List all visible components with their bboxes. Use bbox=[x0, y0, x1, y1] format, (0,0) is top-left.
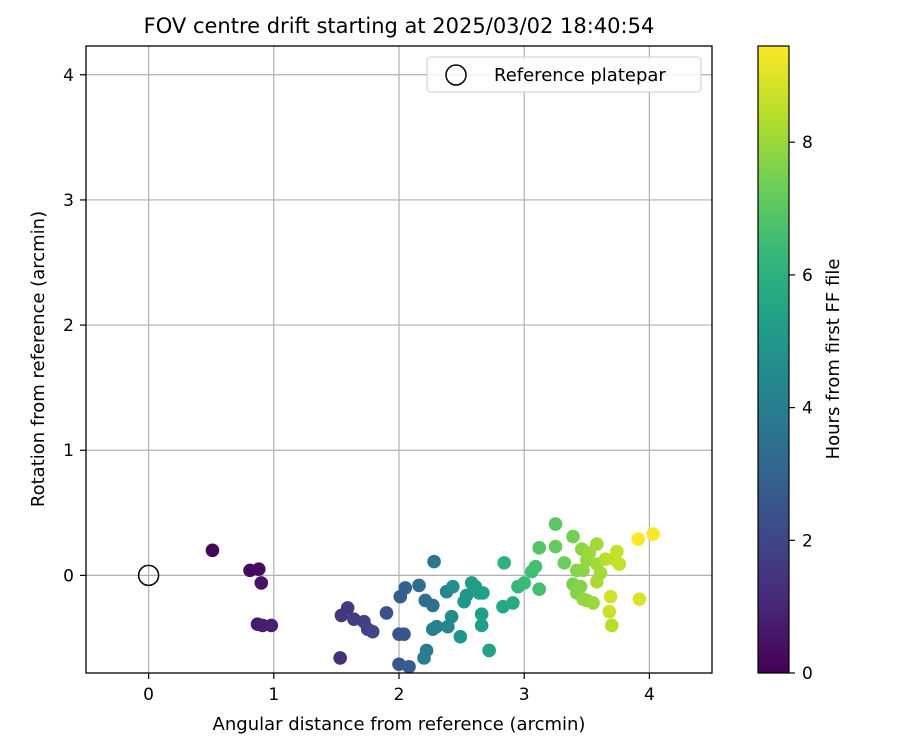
y-axis-ticks: 0 1 2 3 4 bbox=[63, 66, 86, 586]
y-tick-label: 3 bbox=[63, 191, 74, 211]
data-point bbox=[453, 629, 468, 644]
x-tick-label: 2 bbox=[394, 685, 405, 705]
colorbar-label: Hours from first FF file bbox=[823, 259, 844, 460]
data-point bbox=[446, 579, 460, 594]
data-point bbox=[459, 588, 474, 603]
data-point bbox=[476, 586, 490, 600]
data-points bbox=[205, 517, 660, 673]
data-point bbox=[251, 562, 266, 576]
x-tick-label: 4 bbox=[644, 685, 655, 705]
y-tick-label: 0 bbox=[63, 566, 74, 586]
data-point bbox=[426, 598, 440, 613]
data-point bbox=[379, 606, 394, 620]
legend: Reference platepar bbox=[426, 56, 702, 93]
y-tick-label: 2 bbox=[63, 316, 74, 336]
colorbar-tick-label: 0 bbox=[802, 664, 813, 684]
x-tick-label: 0 bbox=[143, 685, 154, 705]
data-point bbox=[646, 527, 660, 541]
data-point bbox=[573, 579, 588, 594]
data-point bbox=[610, 544, 624, 559]
data-point bbox=[631, 532, 645, 546]
data-point bbox=[429, 619, 444, 634]
legend-entry: Reference platepar bbox=[494, 65, 666, 86]
data-point bbox=[444, 609, 459, 624]
data-point bbox=[333, 651, 347, 665]
data-point bbox=[557, 556, 572, 570]
y-tick-label: 4 bbox=[63, 66, 74, 86]
x-tick-label: 3 bbox=[519, 685, 530, 705]
data-point bbox=[427, 554, 441, 569]
data-point bbox=[482, 643, 496, 658]
data-point bbox=[532, 541, 547, 555]
data-point bbox=[593, 566, 608, 580]
colorbar-gradient bbox=[757, 45, 790, 674]
data-point bbox=[506, 596, 520, 610]
data-point bbox=[566, 529, 580, 544]
data-point bbox=[365, 624, 380, 639]
data-point bbox=[528, 559, 543, 574]
data-point bbox=[474, 607, 489, 621]
data-point bbox=[497, 556, 511, 570]
colorbar-tick-label: 4 bbox=[802, 399, 813, 419]
data-point bbox=[548, 539, 563, 554]
data-point bbox=[412, 578, 426, 593]
colorbar-tick-label: 2 bbox=[802, 531, 813, 551]
data-point bbox=[605, 618, 619, 633]
data-point bbox=[632, 592, 647, 606]
data-point bbox=[254, 576, 269, 590]
reference-marker-group bbox=[137, 564, 160, 587]
legend-marker bbox=[445, 64, 467, 86]
data-point bbox=[548, 517, 563, 531]
data-point bbox=[517, 576, 531, 590]
colorbar-tick-label: 8 bbox=[802, 133, 813, 153]
grid bbox=[86, 46, 712, 673]
chart-title: FOV centre drift starting at 2025/03/02 … bbox=[144, 14, 655, 38]
data-point bbox=[402, 659, 416, 673]
data-point bbox=[474, 618, 489, 633]
data-point bbox=[340, 601, 355, 615]
data-point bbox=[264, 618, 279, 633]
data-point bbox=[398, 581, 413, 595]
data-point bbox=[586, 596, 600, 610]
legend-box bbox=[426, 56, 702, 93]
y-tick-label: 1 bbox=[63, 441, 74, 461]
y-axis-label: Rotation from reference (arcmin) bbox=[28, 211, 49, 507]
data-point bbox=[590, 537, 604, 551]
data-point bbox=[602, 604, 617, 619]
data-point bbox=[532, 582, 547, 596]
data-point bbox=[205, 543, 220, 558]
x-axis-label: Angular distance from reference (arcmin) bbox=[213, 714, 586, 735]
data-point bbox=[419, 643, 434, 658]
colorbar-tick-label: 6 bbox=[802, 266, 813, 286]
reference-marker bbox=[137, 564, 160, 587]
x-axis-ticks: 0 1 2 3 4 bbox=[143, 673, 655, 705]
data-point bbox=[397, 627, 411, 642]
x-tick-label: 1 bbox=[268, 685, 279, 705]
colorbar: 0 2 4 6 8 Hours from first FF file bbox=[757, 45, 844, 684]
data-point bbox=[603, 589, 618, 604]
colorbar-ticks: 0 2 4 6 8 bbox=[789, 133, 813, 684]
data-point bbox=[612, 557, 627, 571]
